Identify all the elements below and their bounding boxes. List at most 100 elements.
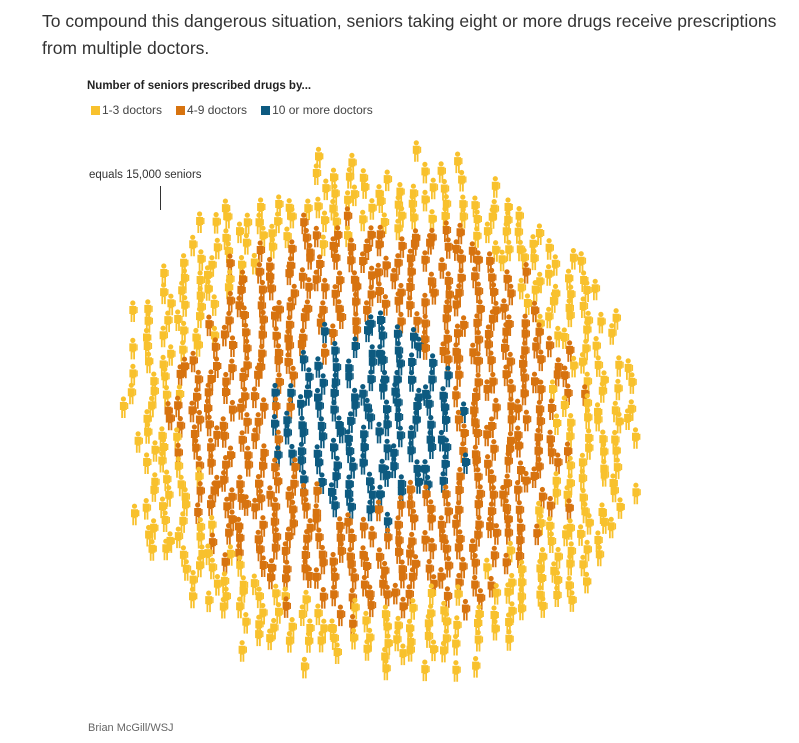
person-icon-1-3-doctors <box>129 363 138 386</box>
person-icon-4-9-doctors <box>398 236 407 258</box>
person-icon-1-3-doctors <box>568 590 577 612</box>
person-icon-4-9-doctors <box>336 270 345 293</box>
person-icon-1-3-doctors <box>298 604 308 626</box>
person-icon-4-9-doctors <box>398 566 408 589</box>
person-icon-4-9-doctors <box>530 466 539 488</box>
person-icon-1-3-doctors <box>437 161 446 183</box>
person-icon-4-9-doctors <box>374 499 384 522</box>
person-icon-4-9-doctors <box>517 460 526 482</box>
person-icon-4-9-doctors <box>391 582 401 605</box>
person-icon-1-3-doctors <box>483 557 492 580</box>
person-icon-4-9-doctors <box>259 555 269 577</box>
person-icon-4-9-doctors <box>520 383 529 406</box>
person-icon-4-9-doctors <box>242 494 251 516</box>
person-icon-10-plus-doctors <box>379 350 388 372</box>
person-icon-10-plus-doctors <box>359 453 368 475</box>
person-icon-4-9-doctors <box>490 545 500 568</box>
person-icon-1-3-doctors <box>454 151 463 174</box>
person-icon-1-3-doctors <box>518 559 527 582</box>
person-icon-4-9-doctors <box>255 262 265 284</box>
person-icon-4-9-doctors <box>193 387 202 409</box>
person-icon-4-9-doctors <box>397 311 406 334</box>
person-icon-4-9-doctors <box>454 537 464 560</box>
legend-swatch <box>261 105 271 115</box>
person-icon-1-3-doctors <box>160 282 169 305</box>
person-icon-4-9-doctors <box>228 358 237 381</box>
person-icon-4-9-doctors <box>547 442 557 465</box>
person-icon-4-9-doctors <box>367 595 377 618</box>
person-icon-4-9-doctors <box>220 470 229 492</box>
person-icon-4-9-doctors <box>565 498 574 520</box>
person-icon-1-3-doctors <box>595 544 605 567</box>
person-icon-1-3-doctors <box>628 372 637 394</box>
person-icon-1-3-doctors <box>614 378 623 401</box>
person-icon-4-9-doctors <box>196 481 205 503</box>
person-icon-4-9-doctors <box>421 292 430 315</box>
person-icon-1-3-doctors <box>213 574 223 596</box>
person-icon-4-9-doctors <box>427 508 436 531</box>
person-icon-1-3-doctors <box>452 633 461 656</box>
person-icon-4-9-doctors <box>205 314 214 337</box>
person-icon-4-9-doctors <box>483 424 492 447</box>
person-icon-4-9-doctors <box>455 480 464 502</box>
legend-item-10-plus: 10 or more doctors <box>261 103 373 117</box>
person-icon-1-3-doctors <box>213 237 223 260</box>
person-icon-1-3-doctors <box>428 209 437 231</box>
person-icon-1-3-doctors <box>517 277 527 300</box>
person-icon-10-plus-doctors <box>360 424 369 447</box>
person-icon-10-plus-doctors <box>442 410 451 432</box>
person-icon-4-9-doctors <box>474 351 483 373</box>
person-icon-4-9-doctors <box>522 262 531 284</box>
person-icon-4-9-doctors <box>256 240 266 262</box>
person-icon-4-9-doctors <box>452 385 461 408</box>
person-icon-4-9-doctors <box>522 470 531 493</box>
person-icon-1-3-doctors <box>363 639 372 661</box>
person-icon-4-9-doctors <box>504 523 514 545</box>
person-icon-1-3-doctors <box>591 278 601 301</box>
person-icon-4-9-doctors <box>375 547 385 569</box>
person-icon-10-plus-doctors <box>375 421 384 444</box>
person-icon-4-9-doctors <box>444 555 454 578</box>
person-icon-1-3-doctors <box>319 234 329 257</box>
person-icon-4-9-doctors <box>425 558 435 581</box>
person-icon-4-9-doctors <box>195 409 205 432</box>
person-icon-4-9-doctors <box>531 300 540 323</box>
person-icon-1-3-doctors <box>560 395 570 417</box>
person-icon-4-9-doctors <box>421 530 430 552</box>
person-icon-1-3-doctors <box>504 197 513 219</box>
person-icon-4-9-doctors <box>444 501 453 524</box>
person-icon-4-9-doctors <box>337 541 347 563</box>
person-icon-1-3-doctors <box>598 381 608 403</box>
person-icon-4-9-doctors <box>367 284 376 307</box>
person-icon-1-3-doctors <box>600 465 610 487</box>
person-icon-1-3-doctors <box>174 309 183 331</box>
person-icon-4-9-doctors <box>313 481 322 503</box>
person-icon-1-3-doctors <box>134 431 143 453</box>
person-icon-10-plus-doctors <box>347 411 356 433</box>
person-icon-4-9-doctors <box>336 604 346 627</box>
person-icon-1-3-doctors <box>491 176 501 198</box>
person-icon-4-9-doctors <box>506 351 516 374</box>
person-icon-10-plus-doctors <box>410 327 419 349</box>
person-icon-1-3-doctors <box>350 184 360 207</box>
person-icon-4-9-doctors <box>244 455 254 477</box>
person-icon-4-9-doctors <box>368 265 377 288</box>
person-icon-1-3-doctors <box>361 177 370 199</box>
person-icon-1-3-doctors <box>473 226 482 248</box>
person-icon-4-9-doctors <box>504 451 513 473</box>
person-icon-4-9-doctors <box>375 234 384 257</box>
person-icon-1-3-doctors <box>421 659 430 682</box>
person-icon-1-3-doctors <box>300 656 310 679</box>
person-icon-10-plus-doctors <box>425 394 434 416</box>
person-icon-1-3-doctors <box>578 468 588 491</box>
person-icon-4-9-doctors <box>454 409 464 432</box>
person-icon-4-9-doctors <box>312 269 322 292</box>
person-icon-1-3-doctors <box>350 627 359 650</box>
person-icon-4-9-doctors <box>207 494 216 517</box>
person-icon-10-plus-doctors <box>396 425 406 448</box>
person-icon-1-3-doctors <box>145 351 154 374</box>
person-icon-1-3-doctors <box>208 515 217 537</box>
person-icon-10-plus-doctors <box>330 399 339 422</box>
person-icon-4-9-doctors <box>394 291 403 313</box>
